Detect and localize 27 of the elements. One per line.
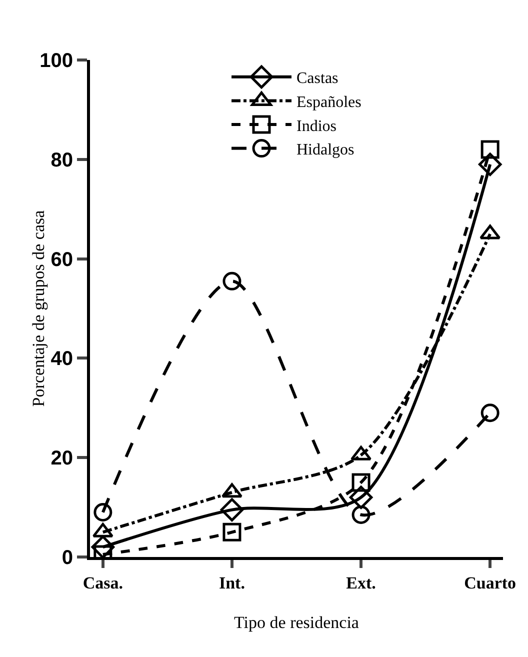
point: [220, 498, 244, 522]
y-tick-label: 20: [50, 448, 73, 470]
point: [352, 506, 370, 524]
y-tick-label: 0: [62, 547, 73, 569]
point: [94, 503, 112, 522]
x-tick-label: Cuarto: [464, 573, 516, 592]
x-tick-label: Ext.: [346, 573, 376, 592]
y-axis-title: Porcentaje de grupos de casa: [29, 210, 48, 407]
point: [480, 140, 500, 159]
x-tick-label: Casa.: [82, 573, 123, 592]
x-axis-title: Tipo de residencia: [234, 612, 360, 632]
point: [480, 404, 500, 422]
y-tick-label: 100: [40, 50, 73, 72]
point: [352, 473, 370, 492]
point: [478, 152, 502, 176]
y-tick-label: 60: [50, 248, 73, 271]
point: [222, 272, 242, 290]
legend-label: Españoles: [296, 94, 362, 111]
point: [349, 486, 373, 510]
y-tick-label: 40: [50, 348, 73, 370]
point: [91, 535, 115, 557]
legend-label: Indios: [296, 118, 336, 135]
y-tick-label: 80: [50, 149, 73, 172]
legend-label: Hidalgos: [296, 142, 354, 159]
point: [222, 522, 242, 542]
x-tick-label: Int.: [218, 573, 245, 592]
legend-label: Castas: [296, 70, 338, 88]
